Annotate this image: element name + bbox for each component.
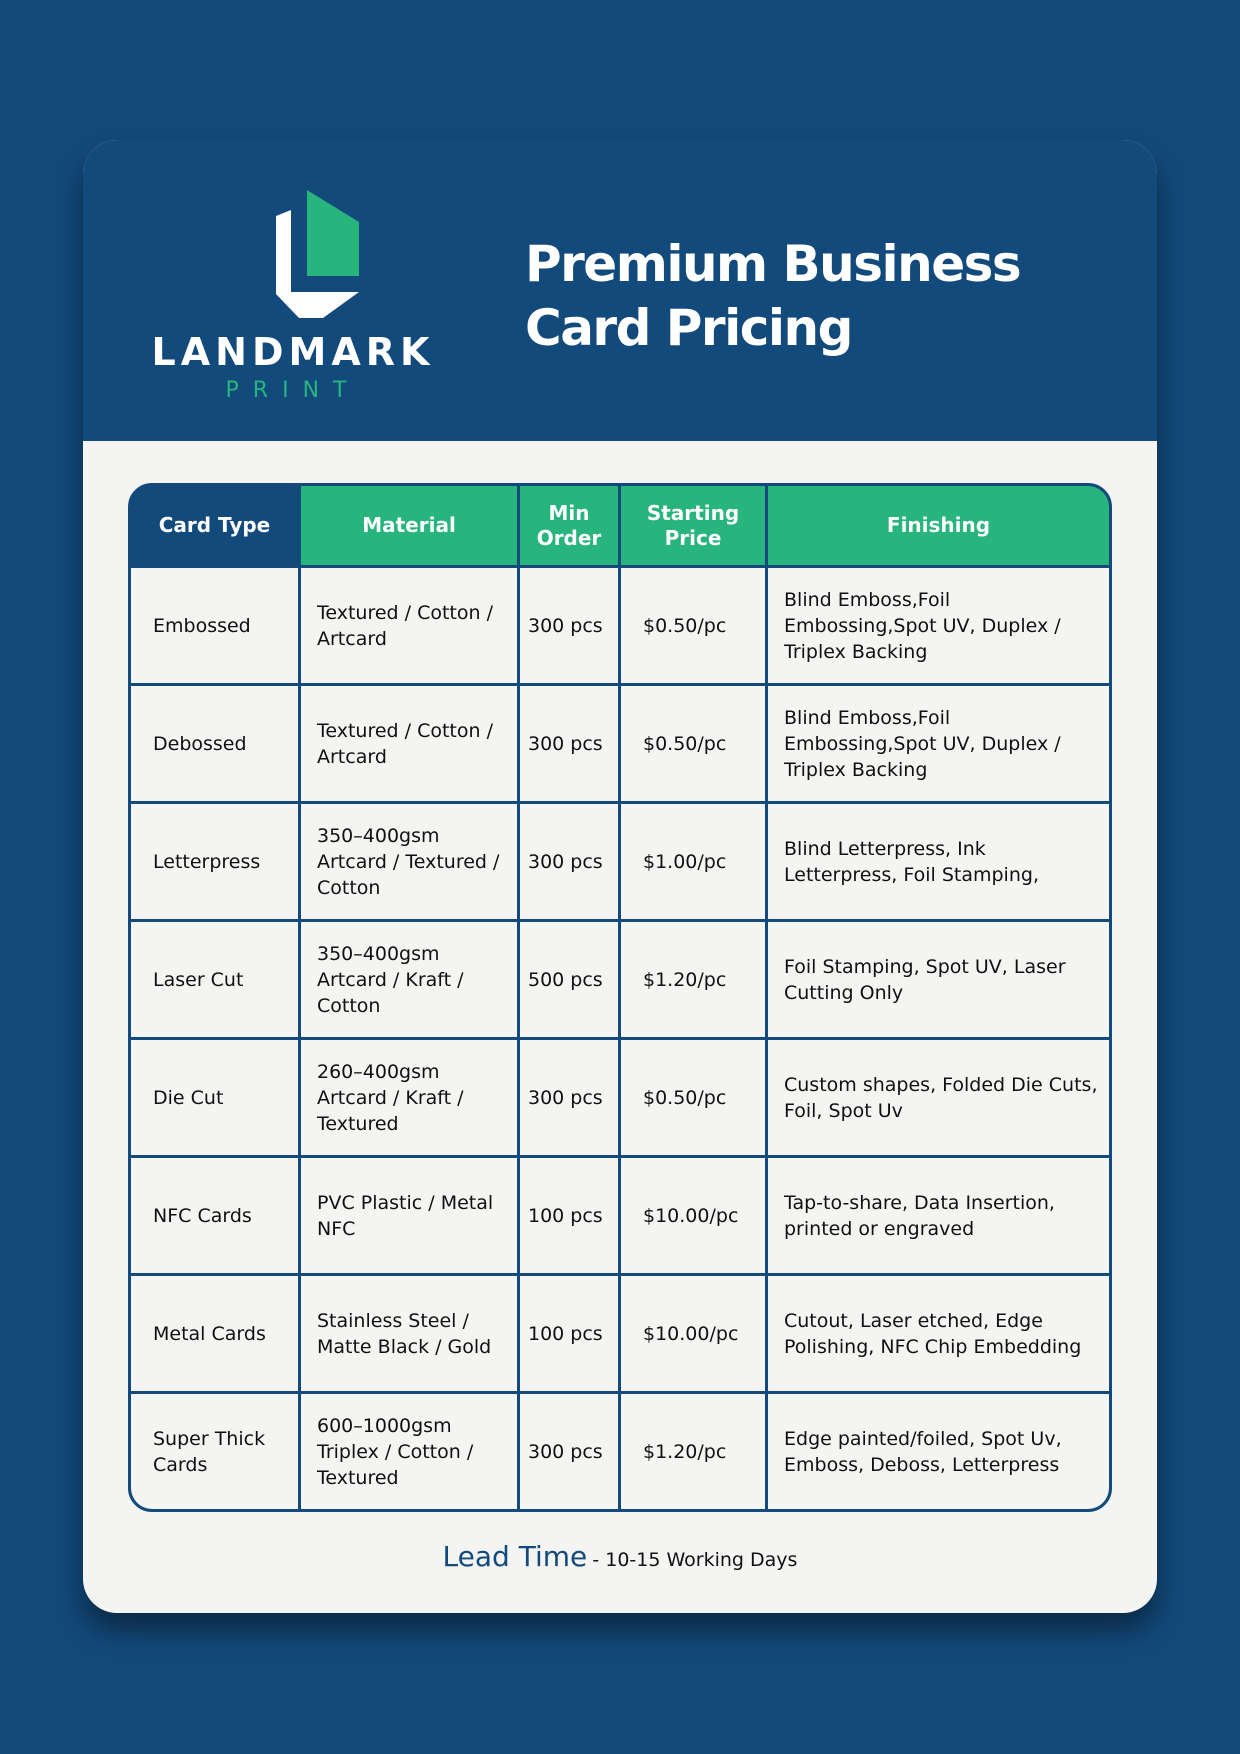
- table-cell: Embossed: [131, 568, 301, 686]
- title-line-2: Card Pricing: [525, 299, 853, 357]
- header-banner: LANDMARK PRINT Premium Business Card Pri…: [83, 140, 1157, 441]
- table-cell: $10.00/pc: [621, 1276, 768, 1394]
- column-header: Card Type: [131, 486, 301, 568]
- table-cell: 300 pcs: [520, 804, 621, 922]
- table-cell: PVC Plastic / Metal NFC: [301, 1158, 520, 1276]
- lead-time-label: Lead Time: [442, 1540, 588, 1573]
- table-row: Metal Cards Stainless Steel / Matte Black…: [131, 1276, 1109, 1394]
- table-cell: Letterpress: [131, 804, 301, 922]
- column-header: Material: [301, 486, 520, 568]
- title-line-1: Premium Business: [525, 235, 1022, 293]
- table-cell: Textured / Cotton / Artcard: [301, 686, 520, 804]
- table-cell: Debossed: [131, 686, 301, 804]
- table-row: Laser Cut 350–400gsm Artcard / Kraft / Co…: [131, 922, 1109, 1040]
- table-row: NFC Cards PVC Plastic / Metal NFC 100 pcs $…: [131, 1158, 1109, 1276]
- table-cell: Textured / Cotton / Artcard: [301, 568, 520, 686]
- table-cell: $10.00/pc: [621, 1158, 768, 1276]
- table-cell: Blind Letterpress, Ink Letterpress, Foil…: [768, 804, 1109, 922]
- table-cell: Stainless Steel / Matte Black / Gold: [301, 1276, 520, 1394]
- table-cell: Metal Cards: [131, 1276, 301, 1394]
- brand-name: LANDMARK: [151, 330, 435, 374]
- table-cell: 300 pcs: [520, 686, 621, 804]
- column-header: Min Order: [520, 486, 621, 568]
- table-cell: 600–1000gsm Triplex / Cotton / Textured: [301, 1394, 520, 1509]
- table-cell: $0.50/pc: [621, 686, 768, 804]
- table-cell: Blind Emboss,Foil Embossing,Spot UV, Dup…: [768, 686, 1109, 804]
- table-row: Embossed Textured / Cotton / Artcard 300 p…: [131, 568, 1109, 686]
- table-cell: 100 pcs: [520, 1276, 621, 1394]
- table-cell: Super Thick Cards: [131, 1394, 301, 1509]
- table-cell: 500 pcs: [520, 922, 621, 1040]
- table-cell: 300 pcs: [520, 1040, 621, 1158]
- column-header: Starting Price: [621, 486, 768, 568]
- table-cell: 100 pcs: [520, 1158, 621, 1276]
- table-cell: 350–400gsm Artcard / Textured / Cotton: [301, 804, 520, 922]
- pricing-card: LANDMARK PRINT Premium Business Card Pri…: [83, 140, 1157, 1613]
- brand-subtitle: PRINT: [225, 378, 361, 403]
- table-cell: 300 pcs: [520, 568, 621, 686]
- landmark-logo-icon: [276, 190, 359, 318]
- table-cell: $1.00/pc: [621, 804, 768, 922]
- table-cell: Cutout, Laser etched, Edge Polishing, NF…: [768, 1276, 1109, 1394]
- lead-time: Lead Time - 10-15 Working Days: [83, 1540, 1157, 1573]
- table-cell: $0.50/pc: [621, 1040, 768, 1158]
- table-cell: $1.20/pc: [621, 922, 768, 1040]
- column-header: Finishing: [768, 486, 1109, 568]
- table-cell: $1.20/pc: [621, 1394, 768, 1509]
- table-row: Die Cut 260–400gsm Artcard / Kraft / Text…: [131, 1040, 1109, 1158]
- table-cell: Laser Cut: [131, 922, 301, 1040]
- table-cell: Blind Emboss,Foil Embossing,Spot UV, Dup…: [768, 568, 1109, 686]
- table-cell: 350–400gsm Artcard / Kraft / Cotton: [301, 922, 520, 1040]
- table-header-row: Card Type Material Min Order Starting Price…: [131, 486, 1109, 568]
- table-cell: 300 pcs: [520, 1394, 621, 1509]
- table-cell: Custom shapes, Folded Die Cuts, Foil, Sp…: [768, 1040, 1109, 1158]
- table-cell: Edge painted/foiled, Spot Uv, Emboss, De…: [768, 1394, 1109, 1509]
- table-cell: Tap-to-share, Data Insertion, printed or…: [768, 1158, 1109, 1276]
- table-row: Letterpress 350–400gsm Artcard / Textured…: [131, 804, 1109, 922]
- table-cell: $0.50/pc: [621, 568, 768, 686]
- pricing-table: Card Type Material Min Order Starting Price…: [128, 483, 1112, 1512]
- table-row: Super Thick Cards 600–1000gsm Triplex / C…: [131, 1394, 1109, 1509]
- table-cell: Die Cut: [131, 1040, 301, 1158]
- lead-time-value: - 10-15 Working Days: [592, 1549, 798, 1571]
- table-cell: NFC Cards: [131, 1158, 301, 1276]
- page-title: Premium Business Card Pricing: [525, 232, 1022, 360]
- table-row: Debossed Textured / Cotton / Artcard 300 p…: [131, 686, 1109, 804]
- table-cell: 260–400gsm Artcard / Kraft / Textured: [301, 1040, 520, 1158]
- table-cell: Foil Stamping, Spot UV, Laser Cutting On…: [768, 922, 1109, 1040]
